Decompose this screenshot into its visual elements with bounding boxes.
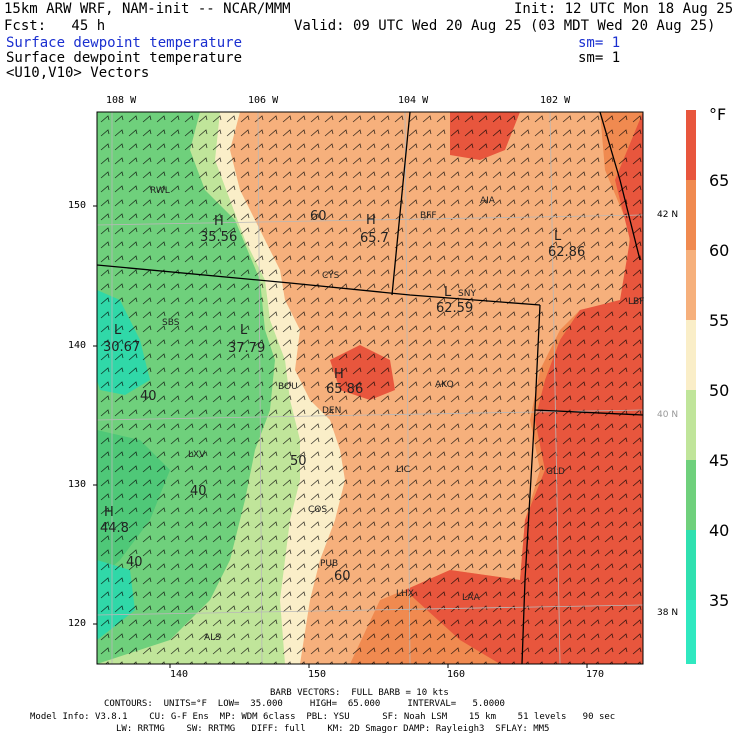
- colorbar-unit: °F: [709, 105, 726, 124]
- colorbar-label-45: 45: [709, 451, 729, 470]
- y-tick-130: 130: [68, 479, 87, 490]
- station-bou: BOU: [278, 382, 298, 392]
- extremum-value: 30.67: [103, 340, 140, 355]
- colorbar-label-65: 65: [709, 171, 729, 190]
- y-tick-140: 140: [68, 340, 87, 351]
- extremum-letter: L: [240, 323, 248, 338]
- colorbar: [686, 110, 696, 664]
- extremum-letter: H: [366, 213, 376, 228]
- colorbar-label-60: 60: [709, 241, 729, 260]
- station-sbs: SBS: [162, 318, 180, 328]
- wind-barbs: [97, 112, 643, 664]
- extremum-value: 37.79: [228, 341, 265, 356]
- station-lbf: LBF: [628, 297, 644, 307]
- barb-legend: BARB VECTORS: FULL BARB = 10 kts: [270, 688, 449, 698]
- field-smooth-2: sm= 1: [578, 50, 621, 66]
- contour-label: 40: [126, 555, 143, 570]
- extremum-value: 62.59: [436, 301, 473, 316]
- extremum-letter: L: [444, 285, 452, 300]
- station-cos: COS: [308, 505, 327, 515]
- lon-label-106: 106 W: [248, 95, 279, 106]
- contour-label: 60: [334, 569, 351, 584]
- x-tick-160: 160: [447, 669, 466, 680]
- station-lhx: LHX: [396, 589, 414, 599]
- extremum-letter: L: [554, 229, 562, 244]
- extremum-letter: H: [104, 505, 114, 520]
- state-borders: [97, 112, 643, 664]
- station-gld: GLD: [546, 467, 565, 477]
- y-tick-150: 150: [68, 200, 87, 211]
- station-rwl: RWL: [150, 186, 170, 196]
- axis-ticks: [93, 205, 588, 668]
- station-lxv: LXV: [188, 450, 206, 460]
- station-sny: SNY: [458, 289, 476, 299]
- lon-label-108: 108 W: [106, 95, 137, 106]
- contour-label: 60: [310, 209, 327, 224]
- model-info-line2: LW: RRTMG SW: RRTMG DIFF: full KM: 2D Sm…: [116, 724, 550, 734]
- field-name-1: Surface dewpoint temperature: [6, 35, 243, 51]
- colorbar-swatch-45: [686, 390, 696, 460]
- lon-label-102: 102 W: [540, 95, 571, 106]
- colorbar-swatch-60: [686, 180, 696, 250]
- colorbar-swatch-65: [686, 110, 696, 180]
- lat-lon-grid: [97, 112, 643, 664]
- station-ako: AKO: [435, 380, 454, 390]
- y-tick-120: 120: [68, 618, 87, 629]
- station-aia: AIA: [480, 196, 496, 206]
- valid-time: Valid: 09 UTC Wed 20 Aug 25 (03 MDT Wed …: [294, 18, 716, 34]
- station-cys: CYS: [322, 271, 340, 281]
- colorbar-swatch-40: [686, 460, 696, 530]
- colorbar-label-40: 40: [709, 521, 729, 540]
- extremum-value: 44.8: [100, 521, 129, 536]
- x-tick-150: 150: [308, 669, 327, 680]
- contour-info: CONTOURS: UNITS=°F LOW= 35.000 HIGH= 65.…: [104, 699, 505, 709]
- station-bff: BFF: [420, 211, 437, 221]
- map-frame: [96, 111, 644, 665]
- station-lic: LIC: [396, 465, 410, 475]
- colorbar-label-55: 55: [709, 311, 729, 330]
- contour-label: 50: [290, 454, 307, 469]
- colorbar-swatch-50: [686, 320, 696, 390]
- lat-label-40: 40 N: [657, 410, 678, 420]
- colorbar-label-50: 50: [709, 381, 729, 400]
- extremum-value: 35.56: [200, 230, 237, 245]
- contour-label: 40: [190, 484, 207, 499]
- x-tick-170: 170: [586, 669, 605, 680]
- init-time: Init: 12 UTC Mon 18 Aug 25: [514, 1, 734, 17]
- extremum-value: 62.86: [548, 245, 585, 260]
- x-tick-140: 140: [170, 669, 189, 680]
- lat-label-38: 38 N: [657, 608, 678, 618]
- extremum-letter: H: [214, 214, 224, 229]
- station-als: ALS: [204, 633, 221, 643]
- extremum-value: 65.86: [326, 382, 363, 397]
- colorbar-label-35: 35: [709, 591, 729, 610]
- station-den: DEN: [322, 406, 341, 416]
- colorbar-swatch-low: [686, 600, 696, 664]
- field-name-3: <U10,V10> Vectors: [6, 65, 150, 81]
- field-smooth-1: sm= 1: [578, 35, 621, 51]
- contour-label: 40: [140, 389, 157, 404]
- forecast-hour: Fcst: 45 h: [4, 18, 106, 34]
- field-name-2: Surface dewpoint temperature: [6, 50, 243, 66]
- lat-label-42: 42 N: [657, 210, 678, 220]
- extremum-letter: L: [114, 323, 122, 338]
- lon-label-104: 104 W: [398, 95, 429, 106]
- station-pub: PUB: [320, 559, 338, 569]
- model-info-line1: Model Info: V3.8.1 CU: G-F Ens MP: WDM 6…: [30, 712, 616, 722]
- colorbar-swatch-55: [686, 250, 696, 320]
- extremum-value: 65.7: [360, 231, 389, 246]
- extremum-letter: H: [334, 367, 344, 382]
- station-laa: LAA: [462, 593, 481, 603]
- model-title: 15km ARW WRF, NAM-init -- NCAR/MMM: [4, 1, 291, 17]
- colorbar-swatch-35: [686, 530, 696, 600]
